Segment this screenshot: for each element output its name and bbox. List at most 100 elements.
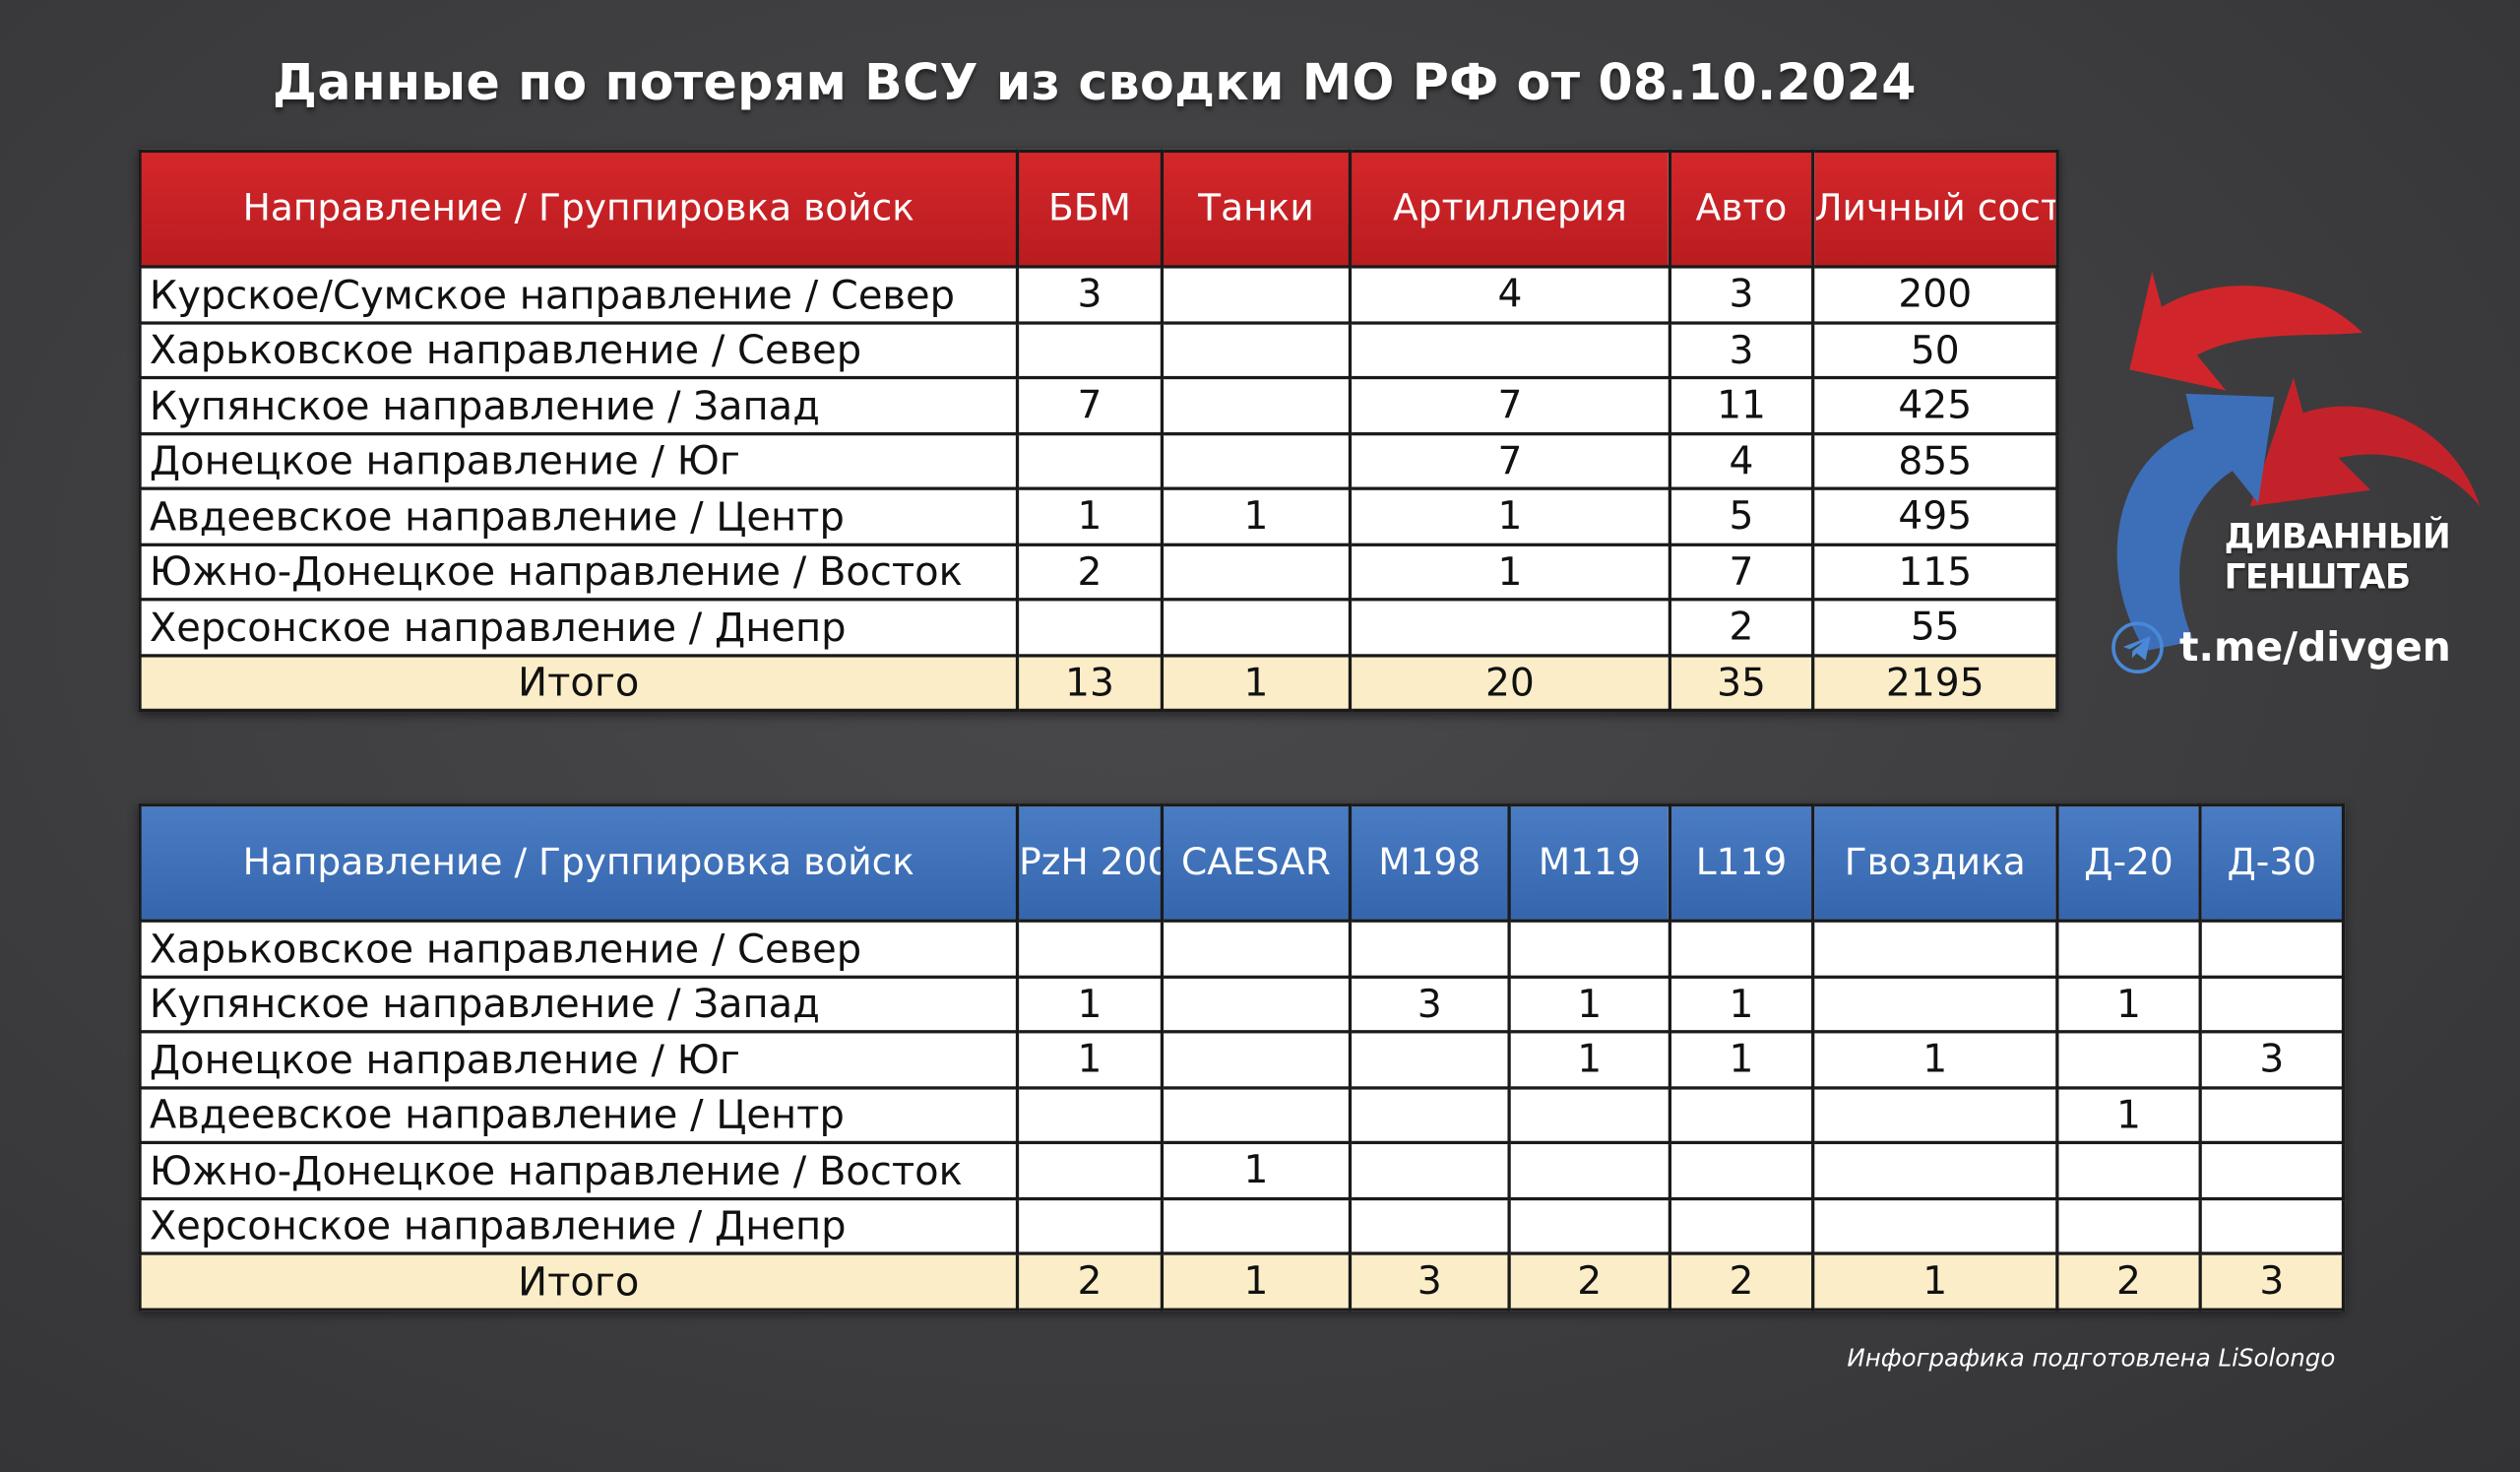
value-cell: 1 [1507, 1030, 1672, 1089]
value-cell: 1 [2055, 974, 2202, 1034]
value-cell [1160, 974, 1353, 1034]
table-row: Южно-Донецкое направление / Восток 2 1 7 115 [138, 542, 2059, 602]
value-cell: 855 [1811, 431, 2059, 490]
value-cell [2055, 919, 2202, 979]
value-cell [2055, 1030, 2202, 1089]
value-cell [1015, 1140, 1165, 1200]
table-row: Авдеевское направление / Центр 1 1 1 5 495 [138, 486, 2059, 546]
value-cell [1811, 1196, 2059, 1255]
artillery-systems-table: Направление / Группировка войск PzH 2000… [138, 803, 2346, 1311]
value-cell: 1 [1348, 542, 1672, 602]
table-row: Херсонское направление / Днепр [138, 1196, 2346, 1255]
value-cell [1348, 1196, 1511, 1255]
value-cell: 2 [1015, 542, 1165, 602]
value-cell [1015, 431, 1165, 490]
value-cell: 2 [1668, 598, 1815, 657]
value-cell [1015, 1196, 1165, 1255]
col-header-bbm: ББМ [1015, 149, 1165, 269]
value-cell [1160, 375, 1353, 435]
direction-cell: Херсонское направление / Днепр [138, 1196, 1020, 1255]
value-cell [1160, 431, 1353, 490]
value-cell [1015, 598, 1165, 657]
value-cell: 3 [1668, 320, 1815, 380]
value-cell [1668, 1196, 1815, 1255]
direction-cell: Донецкое направление / Юг [138, 1030, 1020, 1089]
value-cell [1348, 598, 1672, 657]
value-cell: 3 [2198, 1030, 2346, 1089]
value-cell: 5 [1668, 486, 1815, 546]
value-cell: 35 [1668, 653, 1815, 712]
value-cell: 55 [1811, 598, 2059, 657]
value-cell: 1 [1348, 486, 1672, 546]
brand-name: ДИВАННЫЙ ГЕНШТАБ [2225, 518, 2451, 599]
table-row: Харьковское направление / Север 3 50 [138, 320, 2059, 380]
value-cell [1348, 1085, 1511, 1145]
total-label: Итого [138, 653, 1020, 712]
direction-cell: Авдеевское направление / Центр [138, 1085, 1020, 1145]
value-cell: 200 [1811, 265, 2059, 324]
telegram-link[interactable]: t.me/divgen [2178, 623, 2451, 671]
col-header-direction: Направление / Группировка войск [138, 803, 1020, 923]
value-cell: 1 [1668, 974, 1815, 1034]
value-cell [1811, 1085, 2059, 1145]
value-cell: 1 [1160, 1140, 1353, 1200]
value-cell [1668, 1140, 1815, 1200]
value-cell [1160, 1196, 1353, 1255]
col-header-caesar: CAESAR [1160, 803, 1353, 923]
col-header-tanks: Танки [1160, 149, 1353, 269]
total-row: Итого 2 1 3 2 2 1 2 3 [138, 1251, 2346, 1311]
value-cell [1160, 1030, 1353, 1089]
direction-cell: Херсонское направление / Днепр [138, 598, 1020, 657]
value-cell [1015, 1085, 1165, 1145]
table-row: Донецкое направление / Юг 1 1 1 1 3 [138, 1030, 2346, 1089]
value-cell: 3 [1348, 974, 1511, 1034]
direction-cell: Курское/Сумское направление / Север [138, 265, 1020, 324]
value-cell [2055, 1140, 2202, 1200]
value-cell [2055, 1196, 2202, 1255]
col-header-l119: L119 [1668, 803, 1815, 923]
direction-cell: Купянское направление / Запад [138, 375, 1020, 435]
value-cell: 11 [1668, 375, 1815, 435]
direction-cell: Авдеевское направление / Центр [138, 486, 1020, 546]
value-cell: 1 [1015, 1030, 1165, 1089]
value-cell: 1 [1811, 1030, 2059, 1089]
value-cell [1160, 542, 1353, 602]
value-cell [1507, 919, 1672, 979]
value-cell [1015, 919, 1165, 979]
direction-cell: Донецкое направление / Юг [138, 431, 1020, 490]
value-cell: 115 [1811, 542, 2059, 602]
page-title: Данные по потерям ВСУ из сводки МО РФ от… [272, 54, 1917, 113]
value-cell [2198, 1196, 2346, 1255]
value-cell: 425 [1811, 375, 2059, 435]
brand-line1: ДИВАННЫЙ [2224, 517, 2451, 556]
value-cell [1668, 919, 1815, 979]
value-cell: 1 [2055, 1085, 2202, 1145]
col-header-pzh2000: PzH 2000 [1015, 803, 1165, 923]
value-cell: 1 [1668, 1030, 1815, 1089]
value-cell [1348, 1140, 1511, 1200]
value-cell: 2 [1015, 1251, 1165, 1311]
col-header-auto: Авто [1668, 149, 1815, 269]
value-cell: 1 [1507, 974, 1672, 1034]
col-header-m198: M198 [1348, 803, 1511, 923]
brand-line2: ГЕНШТАБ [2224, 557, 2411, 597]
value-cell [1507, 1140, 1672, 1200]
value-cell: 7 [1348, 431, 1672, 490]
value-cell [1811, 919, 2059, 979]
telegram-icon [2111, 621, 2164, 674]
value-cell: 7 [1348, 375, 1672, 435]
col-header-d30: Д-30 [2198, 803, 2346, 923]
value-cell: 50 [1811, 320, 2059, 380]
col-header-d20: Д-20 [2055, 803, 2202, 923]
table-row: Харьковское направление / Север [138, 919, 2346, 979]
total-label: Итого [138, 1251, 1020, 1311]
red-arrow-lower-icon [2249, 377, 2481, 507]
value-cell: 3 [1348, 1251, 1511, 1311]
value-cell [1015, 320, 1165, 380]
value-cell: 1 [1160, 653, 1353, 712]
value-cell: 1 [1160, 1251, 1353, 1311]
col-header-personnel: Личный состав [1811, 149, 2059, 269]
value-cell [1507, 1196, 1672, 1255]
value-cell [2198, 974, 2346, 1034]
